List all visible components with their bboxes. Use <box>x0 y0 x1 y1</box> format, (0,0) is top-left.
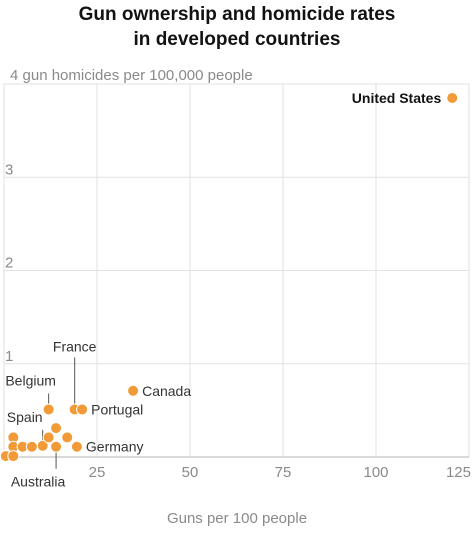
grid-lines <box>4 83 470 457</box>
x-tick-label: 25 <box>89 464 106 481</box>
x-tick-label: 75 <box>275 464 292 481</box>
data-point <box>7 450 20 463</box>
data-point <box>50 422 63 435</box>
point-label: Spain <box>7 409 43 425</box>
x-tick-label: 125 <box>446 464 471 481</box>
y-tick-label: 2 <box>5 255 13 272</box>
data-point <box>42 403 55 416</box>
point-label: Canada <box>142 383 191 399</box>
y-tick-label: 3 <box>5 161 13 178</box>
chart-title-line-2: in developed countries <box>133 29 341 50</box>
tick-labels: 1 2 3 25 50 75 100 125 <box>5 161 471 481</box>
point-labels: United States Canada France Portugal Belgium… <box>5 90 441 490</box>
point-label: France <box>53 338 97 354</box>
point-label: Belgium <box>5 372 56 388</box>
data-point <box>25 440 38 453</box>
y-axis-label: 4 gun homicides per 100,000 people <box>10 67 253 84</box>
x-axis-label: Guns per 100 people <box>167 510 307 527</box>
data-point <box>76 403 89 416</box>
data-point <box>127 384 140 397</box>
data-point <box>50 440 63 453</box>
data-point <box>446 91 459 104</box>
point-label: Germany <box>86 439 144 455</box>
data-points <box>0 91 459 463</box>
data-point <box>61 431 74 444</box>
chart-title-line-1: Gun ownership and homicide rates <box>78 4 396 25</box>
y-tick-label: 1 <box>5 348 13 365</box>
point-label: United States <box>352 90 442 106</box>
data-point <box>70 440 83 453</box>
point-label: Portugal <box>91 401 143 417</box>
point-label: Australia <box>11 474 66 490</box>
x-tick-label: 50 <box>182 464 199 481</box>
axis-lines <box>3 84 469 458</box>
data-point <box>42 431 55 444</box>
chart-title: Gun ownership and homicide rates in deve… <box>0 2 474 52</box>
x-tick-label: 100 <box>363 464 388 481</box>
